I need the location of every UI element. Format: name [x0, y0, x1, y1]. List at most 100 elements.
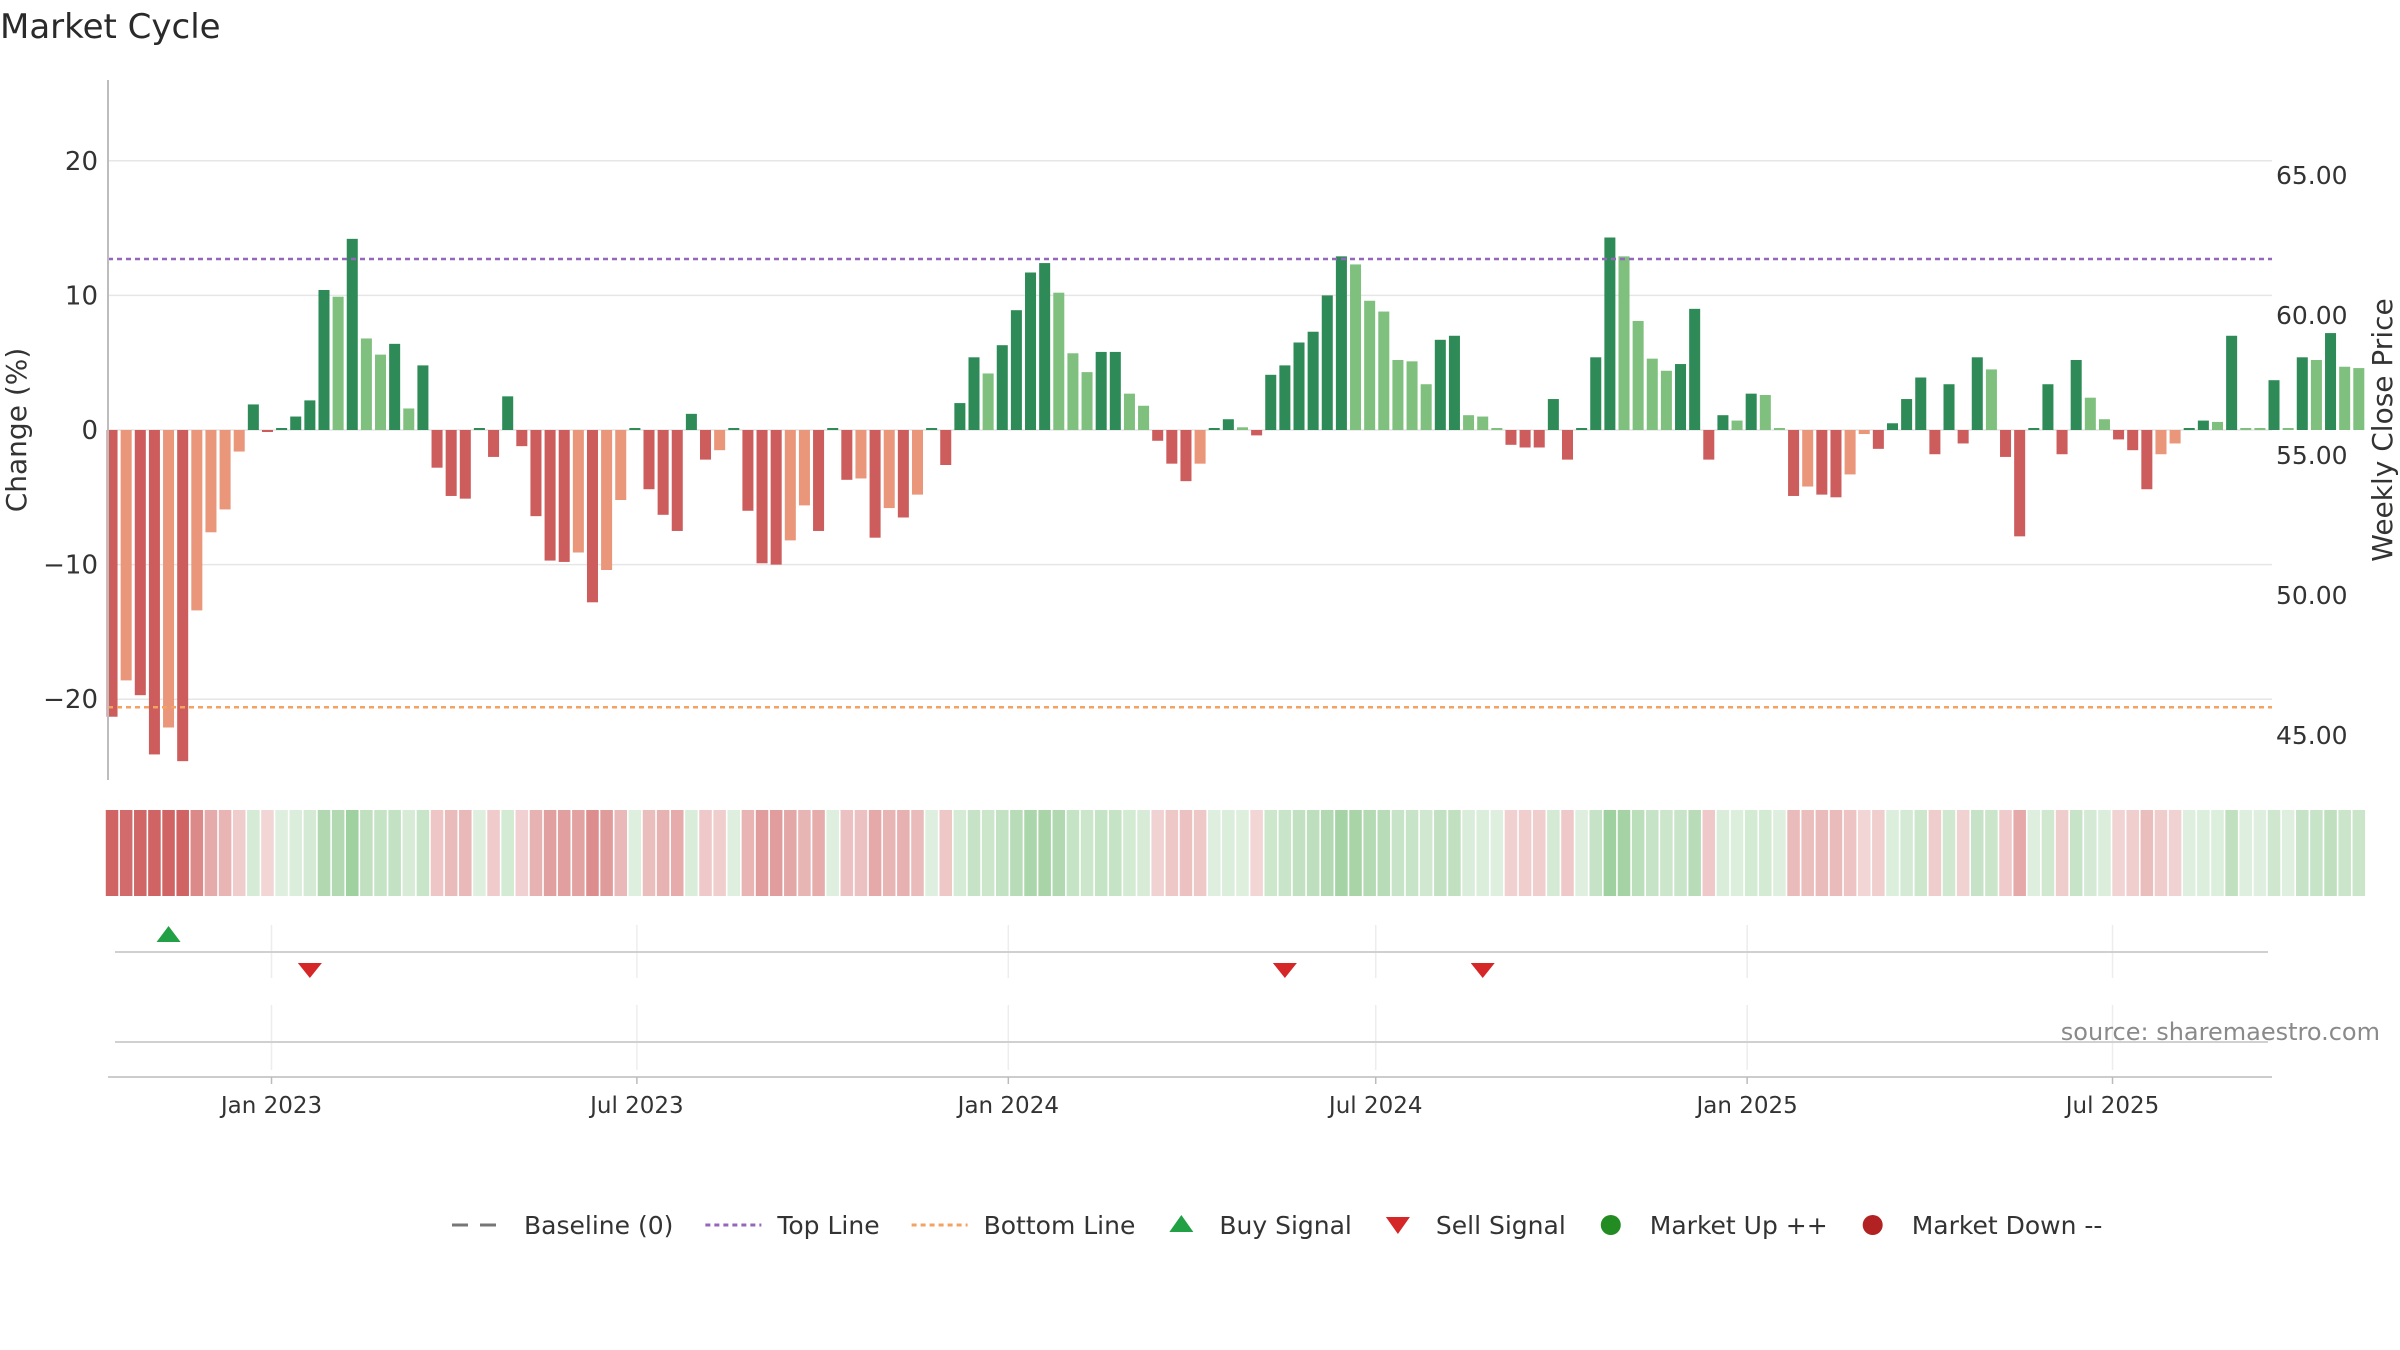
strip-cell	[1024, 810, 1037, 896]
sell-signal-marker	[297, 963, 322, 978]
bar	[798, 430, 810, 506]
strip-cell	[868, 810, 882, 896]
strip-cell	[2098, 810, 2111, 896]
strip-cell	[232, 810, 246, 896]
strip-cell	[2140, 810, 2154, 896]
y2-tick-label: 55.00	[2276, 441, 2348, 470]
bar	[2113, 430, 2125, 440]
strip-cell	[1561, 810, 1574, 896]
strip-cell	[1363, 810, 1376, 896]
strip-cell	[1702, 810, 1716, 896]
strip-cell	[1236, 810, 1249, 896]
bar	[1364, 300, 1376, 430]
strip-cell	[2267, 810, 2281, 896]
bar	[1025, 272, 1037, 430]
bar	[1985, 369, 1997, 430]
strip-cell	[1730, 810, 1744, 896]
strip-cell	[444, 810, 458, 896]
x-tick-label: Jan 2023	[219, 1093, 322, 1119]
legend-market-down-swatch	[1862, 1215, 1883, 1235]
chart-title: Market Cycle	[0, 7, 221, 47]
strip-cell	[670, 810, 684, 896]
sell-signal-marker	[1470, 963, 1495, 978]
bar	[615, 430, 627, 500]
bar	[177, 430, 189, 762]
strip-cell	[1462, 810, 1475, 896]
strip-cell	[1872, 810, 1885, 896]
strip-cell	[1179, 810, 1193, 896]
bar	[855, 430, 867, 479]
bar	[2098, 419, 2110, 430]
bar	[191, 430, 203, 611]
bar	[516, 430, 528, 447]
bar	[2339, 366, 2351, 430]
bar	[1095, 351, 1107, 430]
bar	[671, 430, 683, 531]
bar	[869, 430, 881, 538]
x-tick-label: Jan 2024	[956, 1093, 1059, 1119]
bar	[2353, 368, 2365, 430]
strip-cell	[628, 810, 642, 896]
axes: 20 10 0 −10 −20 65.00 60.00 55.00 50.00 45.00	[43, 80, 2348, 780]
strip-cell	[1801, 810, 1814, 896]
bar	[2211, 421, 2224, 430]
strip-cell	[1278, 810, 1292, 896]
bar	[1236, 427, 1248, 430]
bar	[1477, 416, 1489, 430]
strip-cell	[897, 810, 910, 896]
strip-cell	[1504, 810, 1518, 896]
strip-cell	[2168, 810, 2182, 896]
strip-cell	[642, 810, 656, 896]
bar	[473, 428, 485, 430]
strip-cell	[769, 810, 783, 896]
strip-cell	[374, 810, 387, 896]
bar	[2141, 430, 2153, 490]
y-tick-label: 10	[65, 281, 98, 311]
strip-cell	[1151, 810, 1164, 896]
bar	[2155, 430, 2167, 455]
bar	[1321, 295, 1333, 430]
strip-cell	[1829, 810, 1843, 896]
strip-cell	[1264, 810, 1278, 896]
strip-cell	[2069, 810, 2083, 896]
strip-cell	[1349, 810, 1362, 896]
bar	[643, 430, 655, 490]
strip-cell	[119, 810, 133, 896]
strip-cell	[1688, 810, 1701, 896]
y-axis-label: Change (%)	[0, 348, 33, 513]
bar	[2042, 384, 2054, 430]
bar	[1731, 420, 1743, 430]
strip-cell	[798, 810, 811, 896]
strip-cell	[1744, 810, 1758, 896]
bar	[106, 430, 118, 717]
bar	[827, 428, 839, 430]
bar	[2325, 333, 2337, 430]
bar	[1533, 430, 1545, 448]
strip-cell	[1971, 810, 1984, 896]
bar	[558, 430, 570, 562]
bar	[841, 430, 853, 480]
legend-label: Sell Signal	[1436, 1211, 1566, 1240]
strip-cell	[2126, 810, 2139, 896]
bar	[911, 430, 923, 495]
strip-cell	[1518, 810, 1532, 896]
legend-label: Bottom Line	[984, 1211, 1136, 1240]
bar	[1929, 430, 1941, 455]
bar-series	[106, 237, 2365, 762]
strip-cell	[685, 810, 698, 896]
strip-cell	[1292, 810, 1306, 896]
strip-cell	[1207, 810, 1221, 896]
bar	[1123, 393, 1135, 430]
strip-cell	[784, 810, 797, 896]
strip-cell	[1038, 810, 1051, 896]
bar	[1632, 320, 1644, 430]
legend-label: Baseline (0)	[524, 1211, 673, 1240]
strip-cell	[2253, 810, 2267, 896]
bar	[1081, 372, 1093, 430]
bar	[1957, 430, 1969, 444]
strip-cell	[854, 810, 868, 896]
bar	[233, 430, 245, 452]
y-tick-label: −20	[43, 685, 98, 715]
x-tick-label: Jan 2025	[1694, 1093, 1797, 1119]
